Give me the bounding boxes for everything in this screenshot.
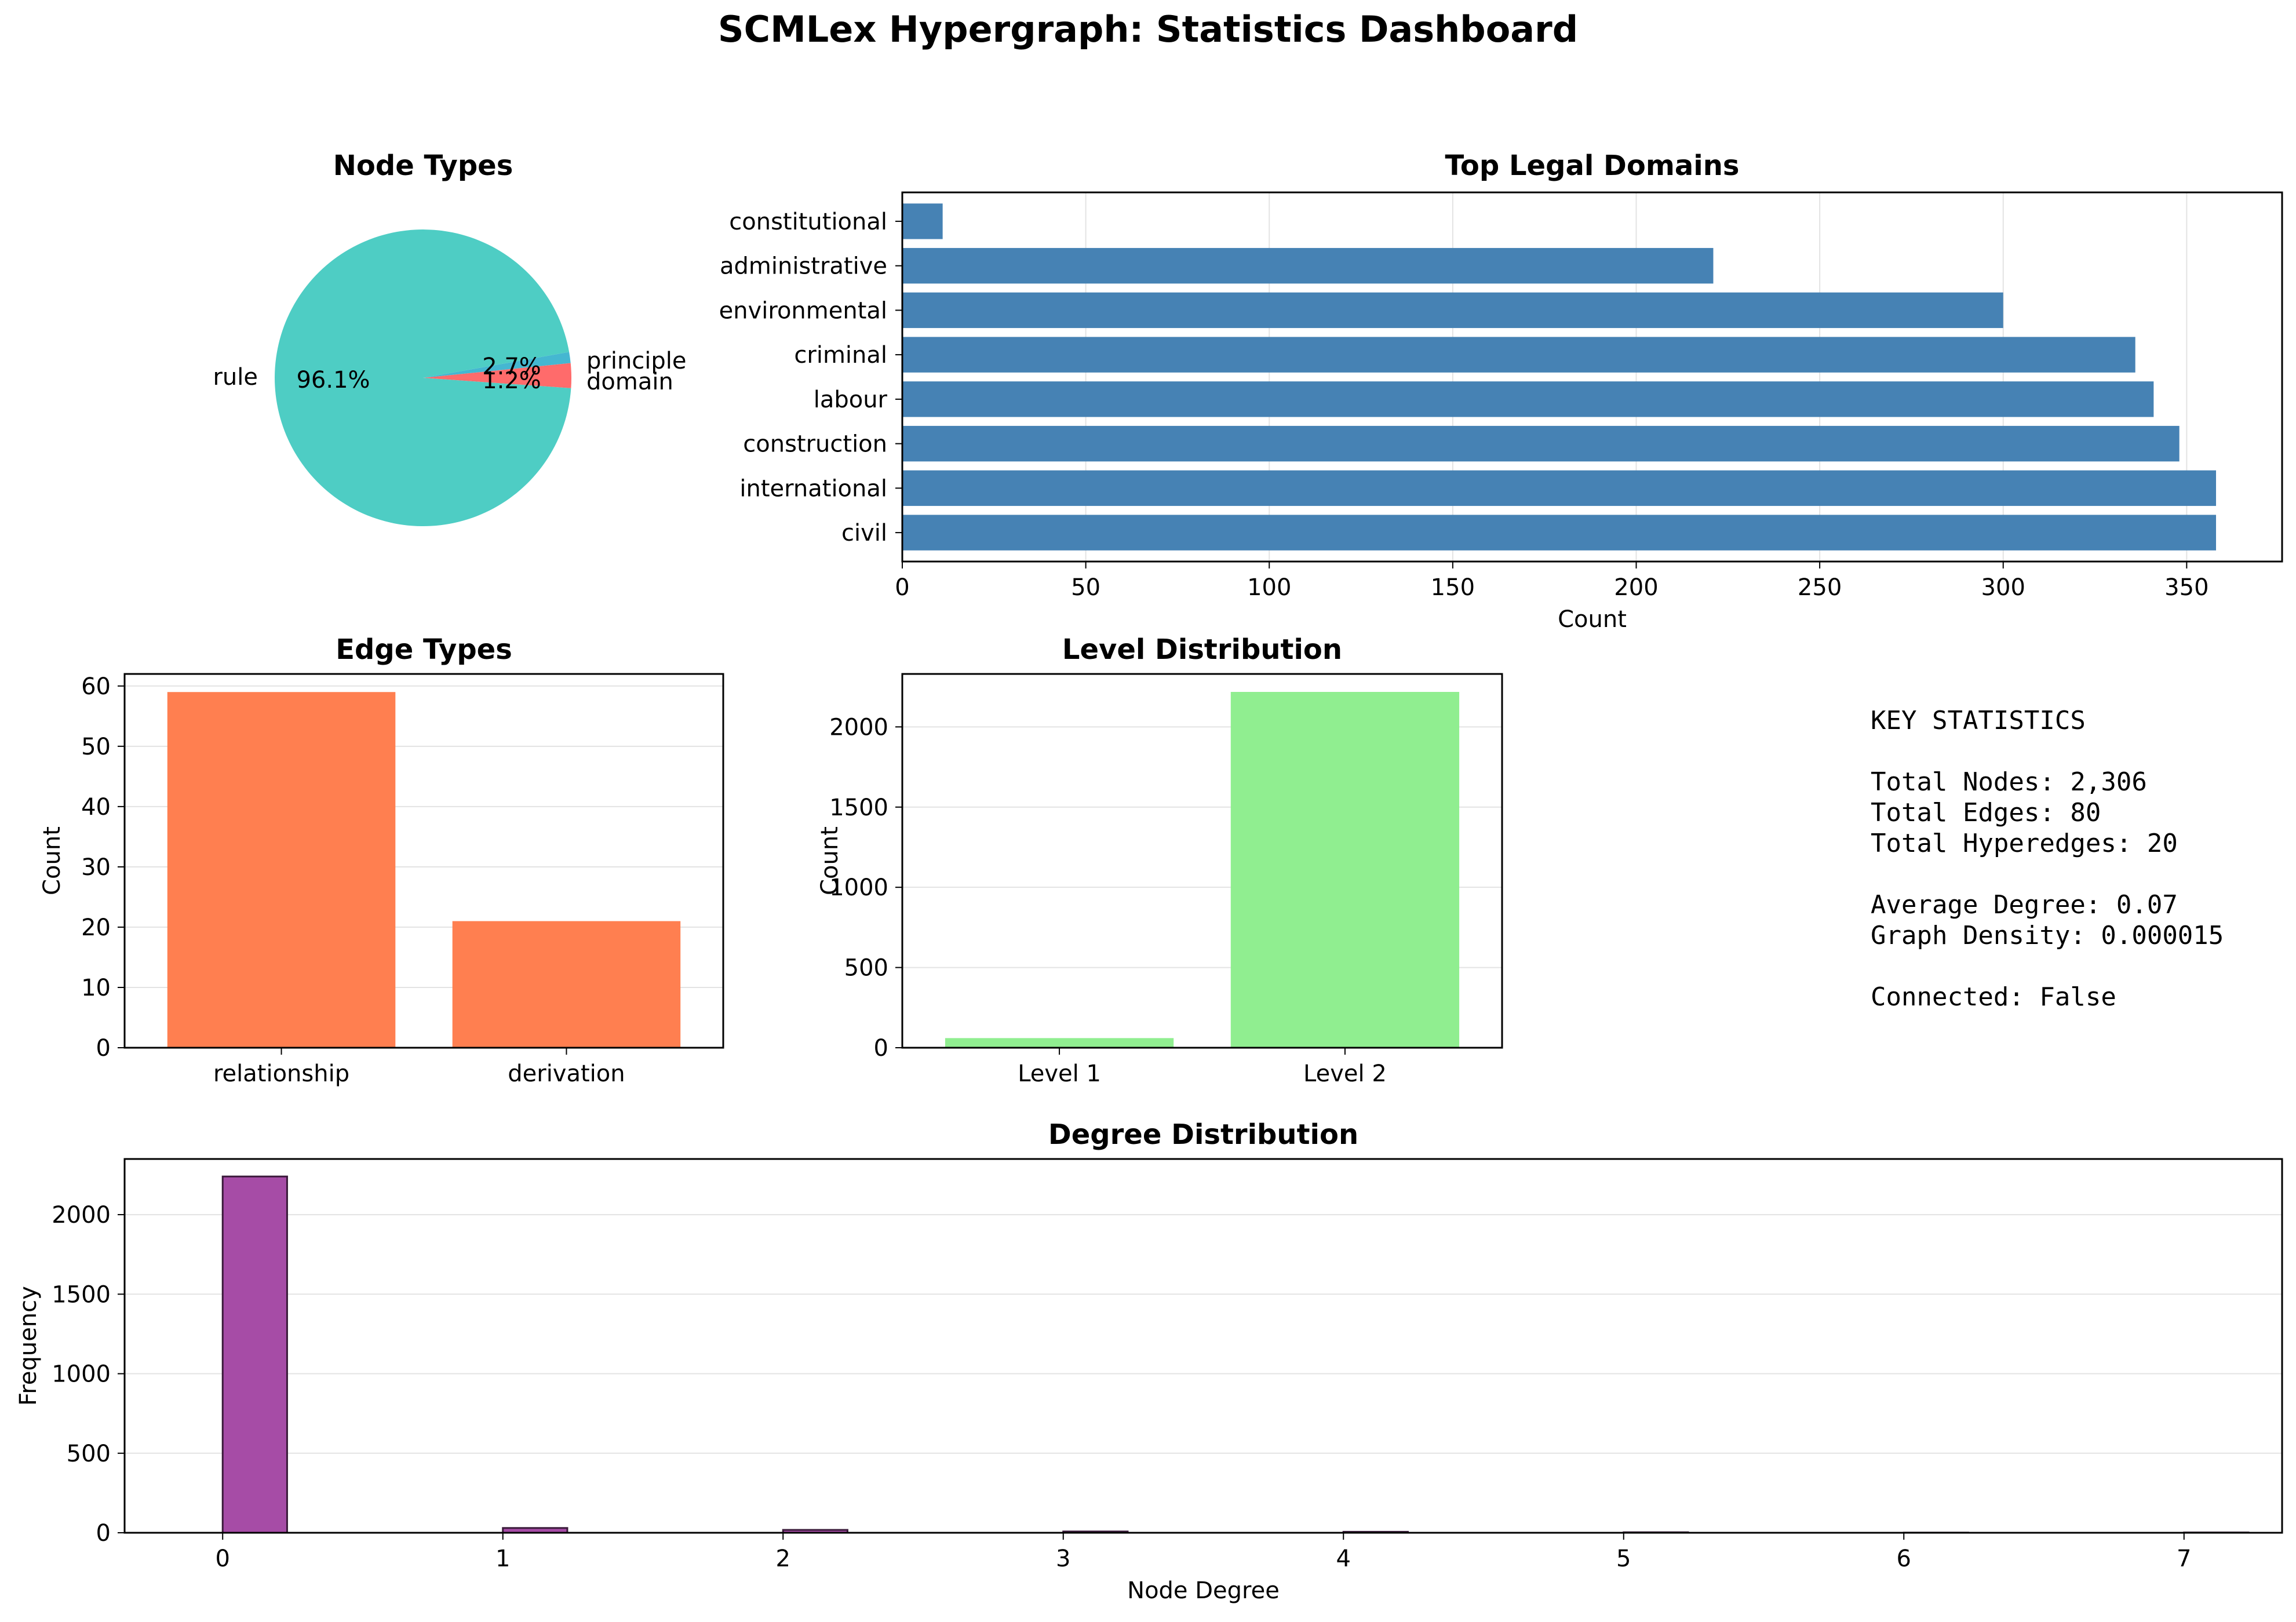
chart-title: Degree Distribution [1048,1118,1358,1151]
x-axis-label: Count [1558,606,1627,633]
stat-total-hyperedges: Total Hyperedges: 20 [1871,829,2178,858]
bar-derivation [452,921,681,1048]
x-tick-label: Level 1 [1018,1060,1101,1087]
plot-frame [123,673,724,1049]
edge-types-chart: Edge Types 0 10 20 30 40 50 60 relationship deriv… [39,633,724,1087]
pie-label-principle: principle [586,348,687,374]
chart-title: Level Distribution [1062,633,1342,666]
x-tick-label: 2 [776,1546,790,1572]
y-tick-label: civil [841,520,887,546]
y-axis-label: Count [39,826,65,895]
bar-administrative [902,247,1714,284]
x-tick-label: 0 [895,574,909,601]
x-tick-label: 3 [1056,1546,1070,1572]
x-tick-label: 6 [1897,1546,1911,1572]
key-statistics-heading: KEY STATISTICS [1871,706,2086,735]
y-tick-label: 0 [874,1035,888,1062]
y-tick-label: 10 [81,975,111,1001]
x-tick-label: 4 [1336,1546,1351,1572]
pie-slice-principle [423,363,572,388]
pie-slice-rule [275,229,571,527]
histogram-bar-degree-0 [221,1175,288,1534]
y-tick-label: 1000 [829,874,888,901]
x-tick-label: 1 [495,1546,510,1572]
y-tick-label: 1000 [52,1361,111,1388]
y-tick-label: 500 [67,1441,111,1467]
stat-total-edges: Total Edges: 80 [1871,798,2101,828]
bar-constitutional [902,203,943,239]
pie-pct-rule: 96.1% [296,367,370,393]
plot-frame [901,673,1503,1049]
y-tick-label: 40 [81,794,111,821]
node-types-pie-chart: Node Types rule 96.1% principle 2.7% domain 1.… [213,150,687,527]
x-tick-label: 350 [2164,574,2208,601]
pie-slice-domain [423,352,571,378]
pie-pct-domain: 1.2% [482,367,541,394]
y-tick-label: environmental [719,297,887,324]
x-tick-label: 100 [1247,574,1291,601]
stat-total-nodes: Total Nodes: 2,306 [1871,767,2147,797]
pie-label-rule: rule [213,364,258,391]
y-tick-label: 0 [96,1520,111,1547]
x-tick-label: 0 [216,1546,230,1572]
y-tick-label: 0 [96,1035,111,1062]
x-tick-label: 300 [1981,574,2025,601]
top-legal-domains-chart: Top Legal Domains 0 50 100 150 200 250 300 350 co… [719,150,2283,633]
stat-graph-density: Graph Density: 0.000015 [1871,921,2224,950]
x-tick-label: 5 [1616,1546,1631,1572]
bar-environmental [902,292,2003,329]
y-tick-label: 30 [81,854,111,881]
y-tick-label: labour [814,387,888,413]
pie-pct-principle: 2.7% [482,353,541,380]
bar-level-2 [1230,692,1460,1048]
dashboard-title: SCMLex Hypergraph: Statistics Dashboard [718,8,1578,50]
x-tick-label: 250 [1798,574,1842,601]
chart-title: Edge Types [336,633,512,666]
x-tick-label: relationship [213,1060,349,1087]
plot-frame [901,191,2283,563]
y-tick-label: administrative [720,253,887,280]
bar-construction [902,425,2180,462]
y-tick-label: 60 [81,673,111,700]
y-tick-label: 1500 [829,794,888,821]
x-axis-label: Node Degree [1127,1577,1280,1604]
y-tick-label: 50 [81,734,111,760]
bar-labour [902,381,2154,417]
pie-label-domain: domain [586,369,673,395]
bar-level-1 [945,1038,1174,1048]
bar-international [902,470,2217,506]
y-axis-label: Count [817,826,843,895]
degree-distribution-chart: Degree Distribution 0 500 1000 1500 2000 0 1 2 3 4… [15,1118,2283,1604]
plot-frame [123,1158,2283,1534]
chart-title: Top Legal Domains [1445,150,1740,182]
level-distribution-chart: Level Distribution 0 500 1000 1500 2000 Level … [817,633,1503,1087]
y-tick-label: construction [743,431,887,458]
x-tick-label: 200 [1614,574,1658,601]
y-tick-label: 2000 [52,1202,111,1229]
bar-criminal [902,337,2135,373]
bar-relationship [167,692,396,1048]
y-tick-label: criminal [794,342,887,369]
y-tick-label: international [739,475,887,502]
y-tick-label: constitutional [729,209,887,235]
y-tick-label: 500 [844,955,888,982]
x-tick-label: derivation [508,1060,625,1087]
key-statistics-panel: KEY STATISTICS Total Nodes: 2,306 Total … [1871,706,2224,1012]
x-tick-label: 150 [1431,574,1475,601]
chart-title: Node Types [333,150,513,182]
y-tick-label: 1500 [52,1281,111,1308]
y-tick-label: 20 [81,914,111,941]
y-tick-label: 2000 [829,714,888,741]
x-tick-label: 7 [2177,1546,2191,1572]
y-axis-label: Frequency [15,1286,42,1406]
x-tick-label: 50 [1071,574,1100,601]
stat-connected: Connected: False [1871,982,2116,1012]
bar-civil [902,515,2217,551]
x-tick-label: Level 2 [1303,1060,1387,1087]
stat-average-degree: Average Degree: 0.07 [1871,890,2178,920]
